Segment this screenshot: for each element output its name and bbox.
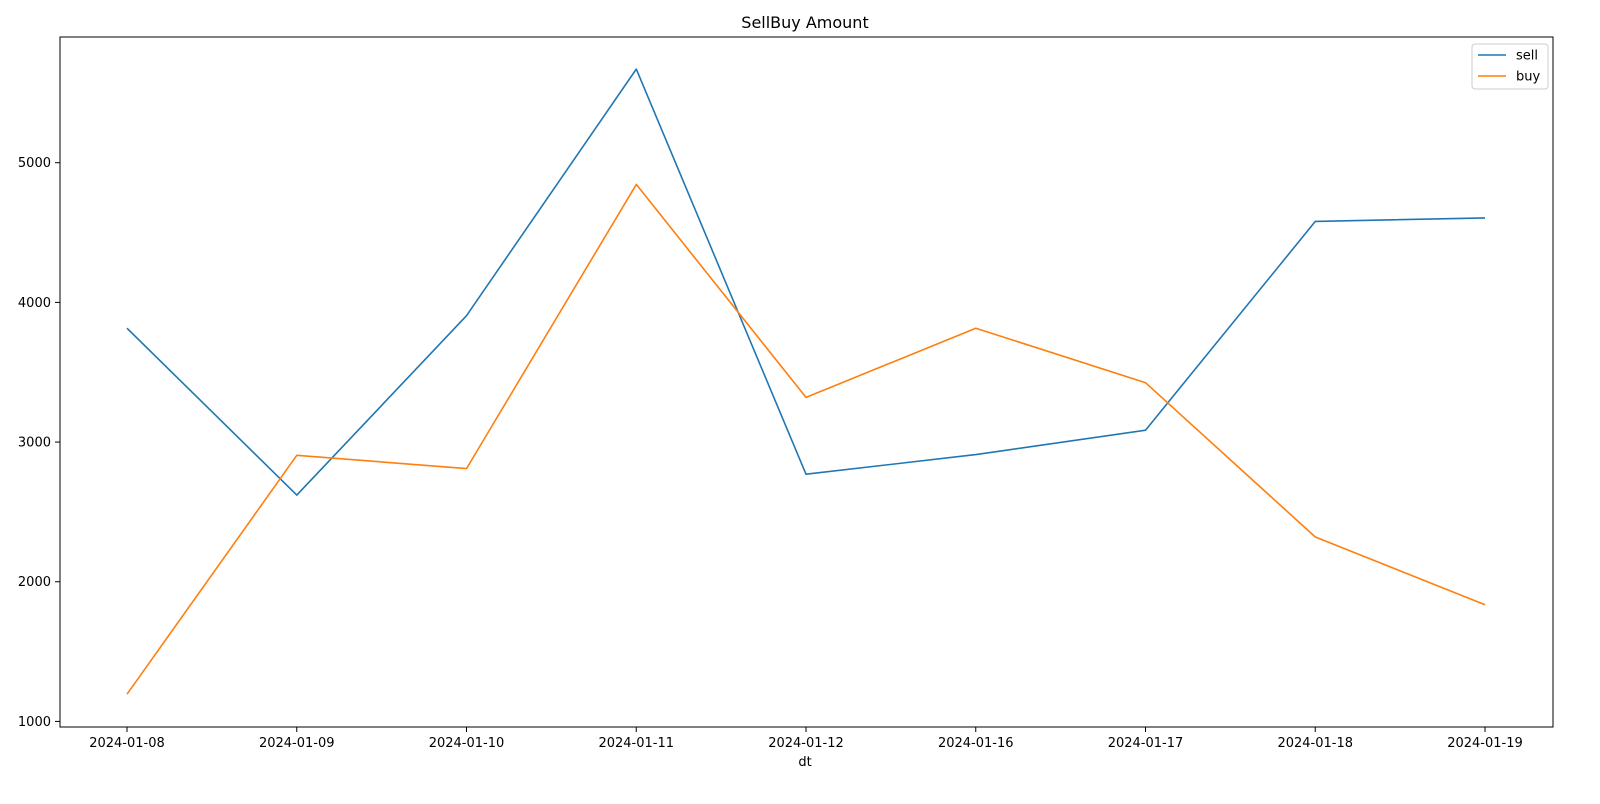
- y-tick-label: 3000: [18, 436, 51, 451]
- legend-label-buy: buy: [1516, 70, 1540, 85]
- x-tick-label: 2024-01-11: [598, 736, 674, 751]
- x-tick-label: 2024-01-09: [259, 736, 335, 751]
- legend-label-sell: sell: [1516, 49, 1538, 64]
- legend: sell buy: [1472, 44, 1548, 89]
- x-axis-label: dt: [798, 755, 811, 770]
- chart-title: SellBuy Amount: [741, 13, 868, 32]
- y-tick-label: 4000: [18, 296, 51, 311]
- x-tick-label: 2024-01-16: [938, 736, 1014, 751]
- y-tick-label: 1000: [18, 715, 51, 730]
- x-axis: 2024-01-08 2024-01-09 2024-01-10 2024-01-11…: [89, 727, 1523, 751]
- y-tick-label: 5000: [18, 156, 51, 171]
- x-tick-label: 2024-01-19: [1447, 736, 1523, 751]
- y-tick-label: 2000: [18, 575, 51, 590]
- x-tick-label: 2024-01-08: [89, 736, 165, 751]
- x-tick-label: 2024-01-18: [1277, 736, 1353, 751]
- x-tick-label: 2024-01-12: [768, 736, 844, 751]
- x-tick-label: 2024-01-17: [1108, 736, 1184, 751]
- series-line-buy: [127, 184, 1485, 694]
- x-tick-label: 2024-01-10: [429, 736, 505, 751]
- series-layer: [127, 69, 1485, 694]
- plot-area: [60, 37, 1553, 727]
- series-line-sell: [127, 69, 1485, 495]
- y-axis: 1000 2000 3000 4000 5000: [18, 156, 60, 730]
